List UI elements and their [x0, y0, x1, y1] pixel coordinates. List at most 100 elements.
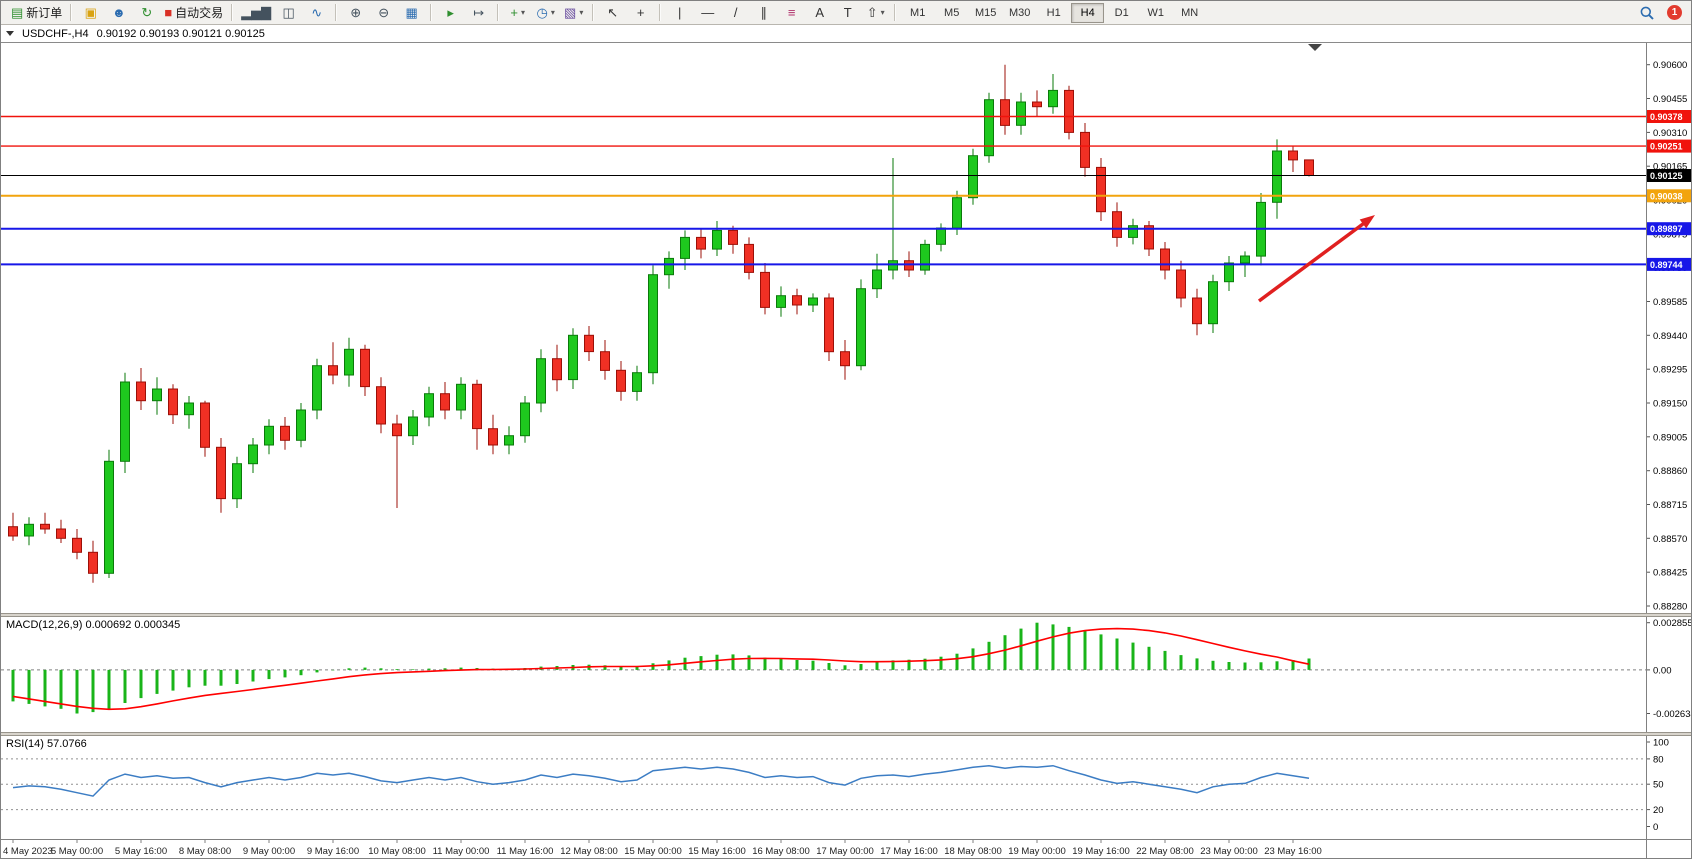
candlestick-chart-button[interactable]: ◫: [275, 3, 302, 23]
candle-body: [1272, 150, 1282, 203]
dropdown-arrow-icon[interactable]: ▾: [579, 8, 584, 17]
candle-body: [1048, 89, 1058, 108]
timeframe-d1-button[interactable]: D1: [1114, 6, 1129, 19]
price-tag-label: 0.90038: [1650, 191, 1683, 201]
new-order-button[interactable]: ▤ 新订单: [8, 3, 65, 23]
auto-trading-button-label: 自动交易: [175, 6, 224, 20]
panel-splitter[interactable]: [1, 732, 1691, 736]
trend-arrow-head[interactable]: [1359, 215, 1375, 229]
chart-menu-icon[interactable]: [6, 31, 14, 36]
toolbox-button[interactable]: ▣: [77, 3, 104, 23]
macd-axis-label: -0.002634: [1653, 709, 1691, 720]
trendline-icon: /: [733, 5, 738, 20]
time-axis-label: 19 May 00:00: [1008, 846, 1066, 857]
candle-body: [1192, 297, 1202, 325]
candle-body: [1304, 159, 1314, 177]
line-chart-button[interactable]: ∿: [303, 3, 330, 23]
candle-body: [88, 551, 98, 574]
bar-chart-button[interactable]: ▂▅▇: [238, 3, 274, 23]
rsi-panel[interactable]: RSI(14) 57.0766 100 80 50 20 0: [1, 736, 1691, 839]
candle-body: [856, 288, 866, 367]
price-axis-label: 0.90310: [1653, 128, 1687, 139]
template-button[interactable]: ▧ ▾: [560, 3, 587, 23]
template-icon: ▧: [564, 5, 577, 20]
toolbar-buttons: ▤ 新订单 ▣ ☻ ↻ ■ 自动交易 ▂▅▇ ◫ ∿ ⊕ ⊖ ▦ ▸ ↦ + ▾ ◷ ▾ ▧ ▾ ↖ + | — / ∥ ≡ A T ⇧ ▾ M…: [5, 1, 1209, 24]
main-chart-panel[interactable]: 0.906000.904550.903100.901650.900200.898…: [1, 43, 1691, 613]
candle-body: [584, 334, 594, 353]
shapes-button[interactable]: ⇧ ▾: [862, 3, 889, 23]
auto-trading-button[interactable]: ■ 自动交易: [161, 3, 226, 23]
candle-body: [696, 236, 706, 250]
label-icon: T: [843, 5, 852, 20]
cursor-button[interactable]: ↖: [599, 3, 626, 23]
timeframe-m5-button[interactable]: M5: [944, 6, 960, 19]
candle-body: [24, 523, 34, 537]
candlestick-chart-icon: ◫: [282, 5, 295, 20]
candle-body: [808, 297, 818, 306]
search-button[interactable]: [1633, 3, 1660, 23]
panel-splitter[interactable]: [1, 613, 1691, 617]
candle-body: [1208, 281, 1218, 325]
rsi-axis-label: 50: [1653, 780, 1664, 791]
candle-body: [840, 351, 850, 367]
text-button[interactable]: A: [806, 3, 833, 23]
timeframe-m30-button[interactable]: M30: [1008, 6, 1031, 19]
timeframe-h1-button[interactable]: H1: [1046, 6, 1061, 19]
dropdown-arrow-icon[interactable]: ▾: [550, 8, 555, 17]
tile-windows-icon: ▦: [405, 5, 418, 20]
timeframe-m15-button[interactable]: M15: [974, 6, 997, 19]
price-chart[interactable]: 0.906000.904550.903100.901650.900200.898…: [1, 43, 1691, 613]
rsi-axis-label: 20: [1653, 805, 1664, 816]
horizontal-line-button[interactable]: —: [694, 3, 721, 23]
chart-shift-marker[interactable]: [1308, 44, 1322, 51]
trend-arrow[interactable]: [1257, 219, 1369, 303]
notification-badge[interactable]: 1: [1667, 5, 1682, 20]
macd-axis-label: 0.002855: [1653, 618, 1691, 629]
zoom-in-button[interactable]: ⊕: [342, 3, 369, 23]
candle-body: [472, 383, 482, 430]
time-axis[interactable]: 4 May 2023 5 May 00:00 5 May 16:00 8 May 08…: [1, 839, 1691, 858]
profile-button[interactable]: ☻: [105, 3, 132, 23]
refresh-button[interactable]: ↻: [133, 3, 160, 23]
toolbar-separator: [592, 4, 595, 21]
candle-body: [1128, 225, 1138, 238]
candle-body: [456, 383, 466, 411]
time-axis-label: 5 May 16:00: [115, 846, 167, 857]
dropdown-arrow-icon[interactable]: ▾: [880, 8, 885, 17]
vertical-line-button[interactable]: |: [666, 3, 693, 23]
price-tag-label: 0.90125: [1650, 171, 1683, 181]
macd-panel[interactable]: MACD(12,26,9) 0.000692 0.000345 0.002855…: [1, 617, 1691, 732]
timeframe-h4-button[interactable]: H4: [1071, 2, 1105, 23]
search-icon: [1640, 6, 1654, 20]
horizontal-line-icon: —: [701, 5, 715, 20]
channel-button[interactable]: ∥: [750, 3, 777, 23]
candle-body: [680, 236, 690, 259]
time-axis-label: 19 May 16:00: [1072, 846, 1130, 857]
candle-body: [1096, 166, 1106, 213]
candle-body: [296, 409, 306, 441]
fibonacci-button[interactable]: ≡: [778, 3, 805, 23]
tile-windows-button[interactable]: ▦: [398, 3, 425, 23]
candle-body: [376, 386, 386, 425]
price-axis-label: 0.88425: [1653, 568, 1687, 579]
zoom-out-button[interactable]: ⊖: [370, 3, 397, 23]
candle-body: [744, 243, 754, 273]
candle-body: [152, 388, 162, 402]
price-axis-label: 0.88280: [1653, 602, 1687, 613]
auto-scroll-button[interactable]: ▸: [437, 3, 464, 23]
periods-button[interactable]: ◷ ▾: [532, 3, 559, 23]
shapes-icon: ⇧: [866, 5, 878, 20]
dropdown-arrow-icon[interactable]: ▾: [520, 8, 525, 17]
crosshair-button[interactable]: +: [627, 3, 654, 23]
timeframe-w1-button[interactable]: W1: [1147, 6, 1164, 19]
timeframe-mn-button[interactable]: MN: [1181, 6, 1199, 19]
label-button[interactable]: T: [834, 3, 861, 23]
candle-body: [40, 523, 50, 530]
timeframe-m1-button[interactable]: M1: [910, 6, 926, 19]
indicators-button[interactable]: + ▾: [504, 3, 531, 23]
toolbar: ▤ 新订单 ▣ ☻ ↻ ■ 自动交易 ▂▅▇ ◫ ∿ ⊕ ⊖ ▦ ▸ ↦ + ▾ ◷ ▾ ▧ ▾ ↖ + | — / ∥ ≡ A T ⇧ ▾ M…: [1, 1, 1691, 25]
candle-body: [104, 460, 114, 574]
trendline-button[interactable]: /: [722, 3, 749, 23]
price-axis-label: 0.90600: [1653, 60, 1687, 71]
chart-shift-button[interactable]: ↦: [465, 3, 492, 23]
